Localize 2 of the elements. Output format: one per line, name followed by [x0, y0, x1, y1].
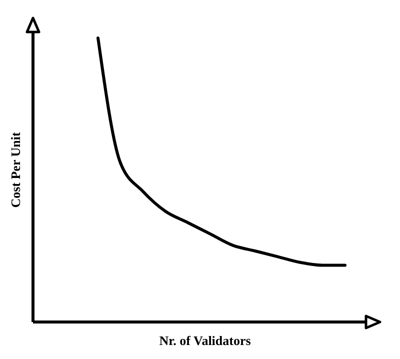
y-axis-title: Cost Per Unit [8, 132, 23, 208]
x-axis-title: Nr. of Validators [159, 333, 251, 348]
